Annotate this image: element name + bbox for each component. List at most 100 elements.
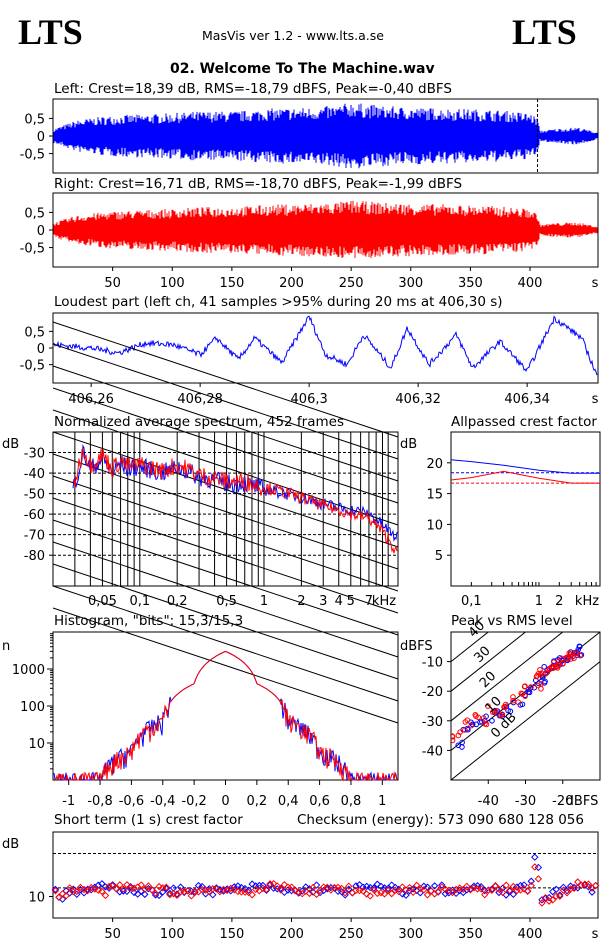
right-wave-ytick-label: 0,5 — [24, 206, 45, 221]
loudest-ytick-label: 0,5 — [24, 325, 45, 340]
shortterm-point-L — [430, 882, 439, 890]
pvr-point-L — [465, 726, 471, 733]
time-axis-label: 300 — [398, 276, 423, 291]
shortterm-point-L — [337, 887, 346, 896]
shortterm-ylabel: dB — [2, 837, 19, 852]
checksum: Checksum (energy): 573 090 680 128 056 — [297, 812, 584, 828]
spectrum-xtick-label: 4 — [335, 594, 343, 609]
shortterm-xtick-label: 100 — [160, 927, 185, 942]
shortterm-point-L — [159, 888, 167, 896]
spectrum-slope-line — [52, 387, 399, 504]
pvr-point-R — [493, 707, 499, 714]
shortterm-point-R — [184, 887, 192, 895]
shortterm-point-R — [76, 883, 85, 892]
histogram-ytick-label: 1000 — [12, 663, 45, 678]
histogram-xtick-label: 0 — [221, 794, 229, 809]
spectrum-ytick-label: -70 — [24, 529, 45, 544]
shortterm-point-L — [259, 881, 267, 890]
loudest-xtick-label: 406,32 — [395, 392, 441, 407]
shortterm-point-R — [566, 885, 575, 893]
shortterm-point-R — [316, 886, 324, 895]
shortterm-point-L — [409, 885, 417, 893]
shortterm-point-L — [477, 883, 485, 891]
right-wave-ytick-label: 0 — [37, 224, 45, 239]
shortterm-point-R — [112, 884, 120, 893]
shortterm-point-R — [570, 884, 578, 892]
time-axis-label: 250 — [339, 276, 364, 291]
shortterm-point-L — [470, 882, 478, 890]
left-wave-ytick-label: 0 — [37, 130, 45, 145]
spectrum-xtick-label: 3 — [319, 594, 327, 609]
shortterm-point-R — [248, 891, 256, 899]
shortterm-point-L — [302, 883, 310, 891]
shortterm-point-L — [241, 884, 249, 893]
pvr-point-R — [464, 717, 471, 724]
left-wave-ytick-label: -0,5 — [20, 148, 45, 163]
histogram-trace-L — [53, 651, 398, 782]
shortterm-point-L — [309, 888, 317, 896]
shortterm-point-R — [244, 888, 253, 897]
shortterm-point-R — [151, 889, 160, 898]
allpass-ytick-label: 10 — [426, 518, 443, 533]
shortterm-point-R — [373, 889, 382, 898]
shortterm-point-L — [359, 883, 367, 891]
loudest-xtick-label: 406,34 — [504, 392, 550, 407]
shortterm-point-R — [452, 885, 460, 894]
shortterm-point-R — [141, 885, 149, 893]
pvr-ytick-label: -30 — [422, 715, 443, 730]
pvr-point-R — [555, 658, 562, 665]
histogram-ylabel: n — [2, 639, 10, 654]
pvr-point-R — [538, 681, 545, 687]
shortterm-point-R — [323, 883, 331, 892]
pvr-point-R — [518, 690, 525, 697]
shortterm-point-R — [574, 878, 582, 886]
pvr-title: Peak vs RMS level — [451, 613, 573, 629]
shortterm-point-R — [527, 881, 535, 890]
shortterm-point-R — [434, 887, 442, 896]
histogram-xtick-label: 1 — [378, 794, 386, 809]
shortterm-point-R — [291, 887, 299, 895]
shortterm-point-R — [577, 881, 586, 889]
shortterm-point-L — [108, 881, 117, 889]
shortterm-point-L — [548, 887, 557, 896]
shortterm-point-R — [252, 885, 260, 894]
right-wave-title: Right: Crest=16,71 dB, RMS=-18,70 dBFS, … — [54, 176, 463, 192]
shortterm-point-R — [123, 881, 131, 889]
pvr-point-L — [455, 742, 462, 749]
shortterm-point-R — [187, 892, 196, 900]
loudest-xtick-label: 406,28 — [177, 392, 223, 407]
shortterm-point-R — [180, 887, 188, 896]
shortterm-point-R — [55, 893, 63, 901]
right-wave-ytick-label: -0,5 — [20, 242, 45, 257]
shortterm-point-R — [287, 883, 296, 891]
right-wave-trace — [53, 200, 598, 259]
spectrum-slope-line — [52, 541, 399, 658]
shortterm-point-R — [51, 887, 60, 895]
shortterm-point-L — [563, 886, 571, 895]
histogram-xtick-label: -1 — [62, 794, 75, 809]
spectrum-slope-line — [52, 343, 399, 460]
histogram-xtick-label: -0,2 — [181, 794, 206, 809]
shortterm-point-R — [337, 884, 346, 893]
shortterm-point-R — [491, 882, 500, 890]
time-axis-label: 50 — [104, 276, 121, 291]
pvr-point-R — [515, 699, 522, 705]
app-title: MasVis ver 1.2 - www.lts.a.se — [202, 28, 384, 43]
shortterm-point-L — [370, 884, 378, 892]
pvr-point-R — [510, 697, 516, 704]
shortterm-point-L — [198, 882, 206, 891]
pvr-point-R — [519, 691, 526, 697]
shortterm-point-R — [509, 882, 518, 891]
allpass-trace-R — [450, 470, 600, 484]
spectrum-ytick-label: -50 — [24, 488, 45, 503]
shortterm-point-L — [101, 883, 110, 891]
loudest-xtick-label: 406,3 — [291, 392, 328, 407]
pvr-point-R — [577, 652, 583, 659]
shortterm-point-L — [438, 881, 446, 889]
shortterm-point-L — [534, 863, 543, 872]
shortterm-point-R — [119, 885, 128, 893]
pvr-point-R — [566, 650, 573, 656]
shortterm-point-R — [105, 882, 113, 891]
shortterm-point-R — [380, 890, 389, 898]
allpass-xtick-label: 2 — [555, 594, 563, 609]
